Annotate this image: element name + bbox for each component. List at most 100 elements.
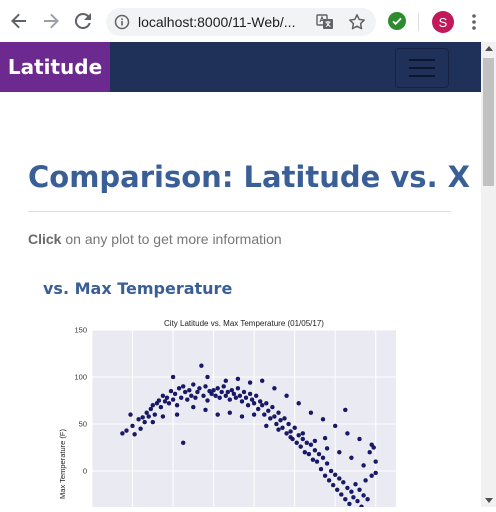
navbar-toggler-button[interactable]: [395, 48, 449, 88]
instruction-text: Click on any plot to get more informatio…: [28, 231, 282, 247]
info-icon[interactable]: [114, 14, 130, 30]
data-point: [193, 395, 198, 400]
reload-icon[interactable]: [70, 8, 96, 34]
data-point: [251, 412, 257, 417]
data-point: [237, 393, 243, 399]
data-point: [278, 417, 283, 423]
data-point: [314, 459, 320, 464]
brand-link[interactable]: Latitude: [0, 42, 110, 92]
data-point: [251, 401, 257, 406]
address-bar[interactable]: localhost:8000/11-Web/...: [106, 8, 376, 36]
data-point: [259, 378, 265, 384]
section-title: vs. Max Temperature: [43, 279, 233, 298]
data-point: [227, 410, 233, 415]
browser-toolbar: localhost:8000/11-Web/... S: [0, 0, 496, 43]
data-point: [185, 397, 190, 402]
scroll-up-arrow-icon[interactable]: [485, 46, 493, 51]
data-point: [322, 473, 328, 478]
data-point: [162, 399, 168, 404]
data-point: [150, 419, 156, 425]
data-point: [341, 480, 346, 485]
data-point: [363, 478, 368, 483]
chart-title: City Latitude vs. Max Temperature (01/05…: [164, 319, 324, 328]
data-point: [337, 476, 342, 481]
data-point: [339, 492, 344, 497]
data-point: [302, 449, 308, 455]
data-point: [229, 387, 235, 393]
data-point: [280, 425, 285, 431]
data-point: [217, 395, 222, 400]
data-point: [282, 416, 287, 421]
data-point: [300, 436, 306, 442]
data-point: [255, 406, 261, 412]
y-axis-label: Max Temperature (F): [58, 429, 67, 499]
data-point: [144, 410, 149, 415]
data-point: [142, 419, 147, 425]
data-point: [187, 387, 192, 393]
data-point: [191, 404, 196, 410]
data-point: [132, 432, 137, 437]
scroll-thumb[interactable]: [483, 58, 494, 186]
data-point: [191, 382, 196, 387]
check-extension-icon[interactable]: [388, 12, 406, 30]
data-point: [201, 393, 206, 399]
data-points: [120, 363, 378, 509]
data-point: [264, 423, 269, 429]
data-point: [170, 374, 176, 380]
data-point: [223, 378, 229, 384]
data-point: [243, 395, 249, 400]
data-point: [249, 397, 255, 402]
data-point: [312, 448, 318, 453]
scroll-down-arrow-icon[interactable]: [485, 498, 493, 503]
data-point: [156, 398, 162, 403]
translate-icon[interactable]: [316, 14, 334, 30]
data-point: [219, 389, 224, 395]
more-vert-icon[interactable]: [470, 13, 478, 31]
data-point: [272, 386, 277, 391]
data-point: [284, 393, 289, 399]
data-point: [182, 389, 188, 395]
data-point: [231, 391, 237, 397]
site-navbar: Latitude: [0, 42, 481, 92]
data-point: [136, 417, 141, 422]
data-point: [164, 395, 170, 400]
data-point: [288, 434, 293, 440]
back-arrow-icon[interactable]: [6, 8, 32, 34]
data-point: [215, 386, 220, 391]
data-point: [310, 457, 316, 462]
latitude-vs-max-temperature-plot[interactable]: City Latitude vs. Max Temperature (01/05…: [58, 314, 398, 509]
data-point: [205, 398, 210, 403]
data-point: [189, 393, 194, 399]
data-point: [176, 386, 182, 391]
data-point: [300, 431, 306, 436]
profile-avatar[interactable]: S: [432, 11, 454, 33]
data-point: [276, 427, 281, 432]
forward-arrow-icon[interactable]: [38, 8, 64, 34]
data-point: [361, 493, 366, 498]
data-point: [308, 442, 314, 447]
data-point: [215, 412, 220, 417]
scatter-chart[interactable]: City Latitude vs. Max Temperature (01/05…: [58, 314, 398, 509]
data-point: [320, 417, 326, 422]
data-point: [213, 393, 218, 399]
toolbar-divider: [418, 13, 419, 31]
data-point: [140, 415, 145, 420]
data-point: [337, 449, 342, 455]
data-point: [166, 401, 172, 406]
page-scrollbar[interactable]: [481, 42, 496, 507]
data-point: [128, 412, 133, 417]
data-point: [292, 425, 297, 431]
data-point: [326, 478, 332, 483]
data-point: [264, 401, 269, 406]
data-point: [320, 455, 326, 461]
data-point: [270, 404, 275, 410]
data-point: [312, 438, 318, 444]
data-point: [150, 402, 156, 408]
data-point: [296, 401, 301, 406]
url-text[interactable]: localhost:8000/11-Web/...: [138, 14, 296, 30]
data-point: [355, 498, 360, 504]
data-point: [347, 501, 352, 507]
star-icon[interactable]: [348, 13, 366, 31]
data-point: [170, 397, 176, 402]
data-point: [288, 429, 293, 434]
